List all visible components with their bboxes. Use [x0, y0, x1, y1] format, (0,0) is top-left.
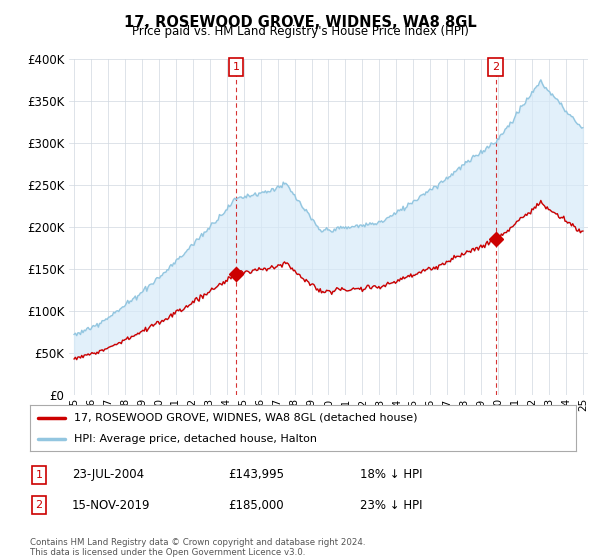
Text: 23% ↓ HPI: 23% ↓ HPI — [360, 498, 422, 512]
Text: 2: 2 — [493, 62, 499, 72]
Text: 17, ROSEWOOD GROVE, WIDNES, WA8 8GL: 17, ROSEWOOD GROVE, WIDNES, WA8 8GL — [124, 15, 476, 30]
Text: 1: 1 — [233, 62, 239, 72]
Text: Price paid vs. HM Land Registry's House Price Index (HPI): Price paid vs. HM Land Registry's House … — [131, 25, 469, 38]
Text: 23-JUL-2004: 23-JUL-2004 — [72, 468, 144, 482]
Text: 1: 1 — [35, 470, 43, 480]
Text: 17, ROSEWOOD GROVE, WIDNES, WA8 8GL (detached house): 17, ROSEWOOD GROVE, WIDNES, WA8 8GL (det… — [74, 413, 417, 423]
Text: HPI: Average price, detached house, Halton: HPI: Average price, detached house, Halt… — [74, 435, 317, 444]
Text: £185,000: £185,000 — [228, 498, 284, 512]
Text: 18% ↓ HPI: 18% ↓ HPI — [360, 468, 422, 482]
Text: 15-NOV-2019: 15-NOV-2019 — [72, 498, 151, 512]
Text: 2: 2 — [35, 500, 43, 510]
Text: £143,995: £143,995 — [228, 468, 284, 482]
Text: Contains HM Land Registry data © Crown copyright and database right 2024.
This d: Contains HM Land Registry data © Crown c… — [30, 538, 365, 557]
